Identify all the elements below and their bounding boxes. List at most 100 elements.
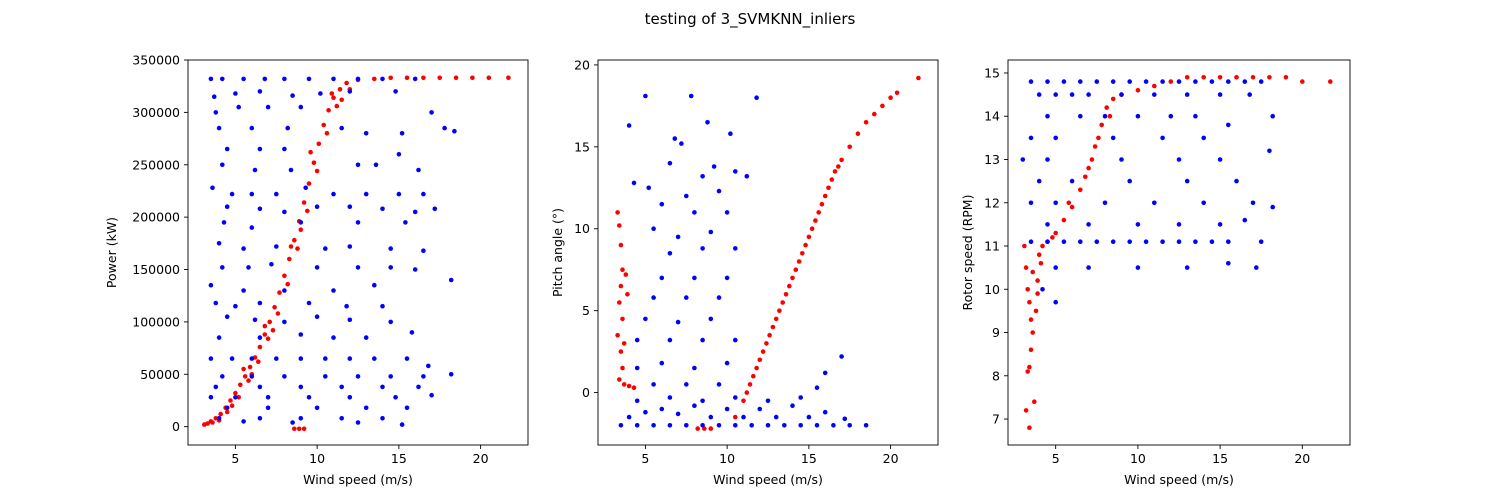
data-point [277, 290, 282, 295]
data-point [292, 237, 297, 243]
data-point [388, 246, 394, 251]
data-point [659, 275, 665, 281]
figure-suptitle: testing of 3_SVMKNN_inliers [645, 10, 856, 29]
data-point [257, 416, 263, 421]
data-point [1226, 239, 1231, 244]
data-point [659, 201, 665, 207]
data-point [787, 283, 792, 289]
data-point [339, 97, 345, 103]
data-point [403, 220, 408, 225]
data-point [790, 275, 795, 281]
data-point [1030, 269, 1035, 275]
data-point [1022, 243, 1027, 249]
x-tick-label: 5 [231, 451, 239, 466]
data-point [741, 398, 746, 404]
data-point [486, 75, 492, 81]
data-point [314, 265, 320, 270]
data-point [1061, 239, 1067, 244]
y-tick-label: 10 [574, 221, 590, 236]
data-point [1086, 92, 1091, 97]
data-point [1094, 79, 1100, 84]
data-point [265, 405, 271, 411]
data-point [1176, 239, 1182, 244]
y-tick-label: 300000 [132, 105, 180, 120]
data-point [233, 303, 238, 309]
data-point [409, 330, 415, 335]
y-tick-label: 250000 [132, 157, 180, 172]
data-point [252, 317, 258, 323]
data-point [372, 356, 377, 361]
data-point [373, 162, 379, 168]
data-point [1176, 157, 1182, 162]
data-point [1045, 222, 1050, 227]
panel-power: 5 10 15 20 0 50000 100000 150000 200000 250000 300… [104, 53, 529, 487]
data-point [288, 167, 294, 173]
data-point [809, 226, 815, 231]
data-point [210, 420, 215, 425]
data-point [208, 395, 214, 400]
data-point [754, 95, 759, 100]
y-tick-label: 11 [984, 239, 1000, 254]
data-point [765, 423, 771, 428]
y-tick-label: 350000 [132, 53, 180, 68]
data-point [252, 167, 258, 173]
data-point [1110, 135, 1116, 141]
data-point [1110, 239, 1116, 244]
data-point [894, 90, 900, 96]
data-point [847, 423, 852, 428]
data-point [1258, 239, 1264, 244]
data-point [324, 131, 330, 136]
y-tick-label: 50000 [140, 367, 180, 382]
data-point [298, 332, 304, 337]
data-point [672, 136, 678, 141]
data-point [347, 395, 353, 400]
data-point [380, 384, 385, 390]
y-tick-label: 0 [582, 385, 590, 400]
data-point [270, 328, 276, 333]
data-point [213, 110, 219, 115]
data-point [1045, 79, 1050, 84]
data-point [716, 423, 722, 428]
y-axis-label: Rotor speed (RPM) [960, 195, 975, 311]
data-point [247, 364, 253, 370]
data-point [265, 336, 271, 342]
data-point [1027, 299, 1032, 305]
data-point [1040, 287, 1045, 292]
y-axis-label: Power (kW) [104, 217, 119, 288]
data-point [347, 204, 353, 209]
data-point [793, 267, 799, 273]
data-point [337, 87, 343, 92]
data-point [290, 93, 295, 98]
data-point [233, 91, 238, 96]
data-point [684, 193, 689, 199]
data-point [1258, 79, 1264, 84]
data-point [651, 423, 656, 428]
y-tick-label: 12 [984, 195, 1000, 210]
data-point [705, 120, 710, 125]
data-point [832, 169, 838, 174]
data-point [1267, 75, 1272, 80]
data-point [764, 341, 769, 346]
data-point [684, 382, 689, 387]
data-point [229, 356, 235, 361]
data-point [626, 123, 632, 128]
data-point [659, 360, 665, 366]
data-point [437, 75, 443, 81]
data-point [218, 411, 223, 417]
data-point [733, 169, 738, 174]
data-point [372, 76, 377, 82]
data-point [651, 295, 656, 300]
data-point [506, 75, 511, 81]
data-point [839, 354, 844, 359]
data-point [692, 210, 697, 215]
data-point [1184, 265, 1190, 270]
data-point [741, 414, 746, 420]
data-point [257, 384, 263, 390]
series-1-rotor-speed [1020, 79, 1275, 305]
data-point [355, 162, 361, 168]
data-point [208, 76, 214, 82]
data-point [1110, 79, 1116, 84]
data-point [836, 164, 841, 169]
data-point [667, 395, 673, 400]
data-point [667, 160, 673, 166]
